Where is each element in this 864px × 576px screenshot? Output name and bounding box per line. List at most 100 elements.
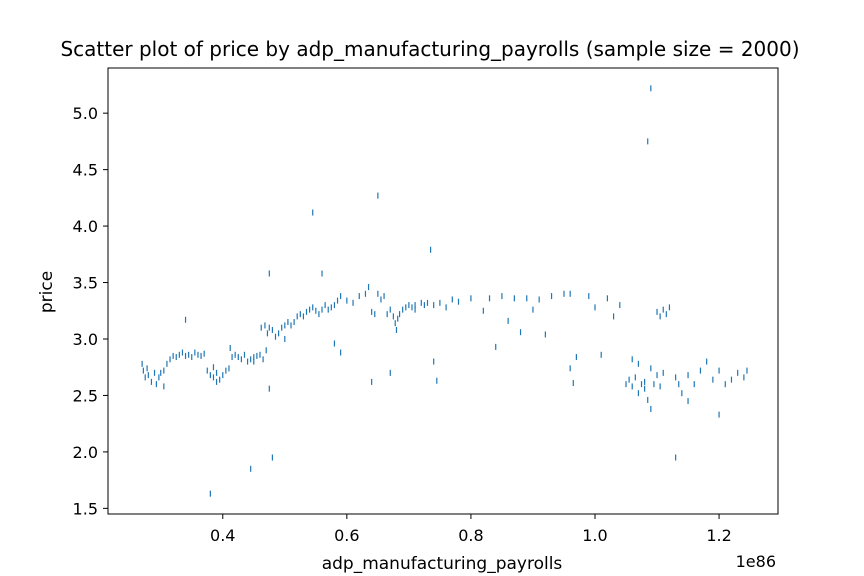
- data-point: [644, 385, 646, 392]
- data-point: [647, 396, 649, 403]
- data-point: [188, 351, 190, 358]
- data-point: [628, 376, 630, 383]
- data-point: [228, 365, 230, 372]
- x-axis-label: adp_manufacturing_payrolls: [322, 554, 563, 574]
- data-point: [215, 369, 218, 376]
- data-point: [191, 354, 193, 361]
- data-point: [271, 454, 273, 461]
- data-point: [155, 381, 157, 388]
- data-point: [147, 372, 149, 379]
- data-point: [153, 369, 156, 376]
- x-offset-text: 1e86: [736, 552, 776, 571]
- data-point: [681, 390, 683, 397]
- data-point: [377, 290, 379, 297]
- data-point: [718, 411, 720, 418]
- data-point: [662, 369, 664, 376]
- data-point: [200, 352, 202, 359]
- data-point: [305, 308, 308, 315]
- data-point: [160, 369, 162, 376]
- data-point: [237, 354, 239, 361]
- data-point: [377, 192, 379, 199]
- data-point: [451, 296, 453, 303]
- data-point: [507, 317, 509, 324]
- plot-frame: [107, 67, 779, 515]
- data-point: [650, 405, 652, 412]
- data-point: [268, 385, 270, 392]
- data-point: [371, 308, 373, 315]
- data-point: [398, 311, 401, 318]
- data-point: [253, 358, 255, 365]
- data-point: [423, 302, 425, 309]
- data-point: [675, 454, 677, 461]
- data-point: [411, 304, 413, 311]
- data-point: [433, 302, 435, 309]
- data-point: [371, 378, 373, 385]
- data-point: [330, 304, 332, 311]
- plot-area: [107, 67, 779, 515]
- data-point: [296, 313, 298, 320]
- data-points: [141, 85, 748, 497]
- data-point: [519, 329, 522, 336]
- data-point: [299, 311, 301, 318]
- data-point: [284, 322, 286, 329]
- data-point: [687, 398, 689, 405]
- data-point: [336, 297, 339, 304]
- data-point: [321, 270, 323, 277]
- data-point: [572, 380, 574, 387]
- y-tick-label: 2.5: [73, 386, 98, 405]
- data-point: [315, 307, 317, 314]
- data-point: [737, 369, 739, 376]
- data-point: [687, 372, 689, 379]
- data-point: [146, 365, 148, 372]
- data-point: [405, 304, 407, 311]
- y-tick-label: 3.0: [73, 330, 98, 349]
- data-point: [142, 367, 144, 374]
- data-point: [287, 319, 289, 326]
- data-point: [141, 360, 143, 367]
- data-point: [260, 324, 262, 331]
- data-point: [718, 367, 720, 374]
- data-point: [243, 351, 246, 358]
- x-axis: 0.4 0.6 0.8 1.0 1.2: [210, 514, 732, 545]
- data-point: [271, 326, 273, 333]
- data-point: [569, 365, 571, 372]
- data-point: [215, 378, 218, 385]
- data-point: [321, 306, 323, 313]
- data-point: [234, 351, 236, 358]
- data-point: [346, 297, 348, 304]
- data-point: [482, 307, 484, 314]
- data-point: [637, 360, 640, 367]
- data-point: [219, 376, 221, 383]
- data-point: [433, 358, 435, 365]
- data-point: [333, 340, 336, 347]
- data-point: [327, 306, 329, 313]
- data-point: [650, 85, 652, 92]
- data-point: [212, 374, 215, 381]
- data-point: [203, 350, 205, 357]
- data-point: [457, 298, 460, 305]
- data-point: [274, 333, 277, 340]
- data-point: [675, 374, 677, 381]
- data-point: [662, 306, 664, 313]
- data-point: [420, 299, 422, 306]
- data-point: [386, 311, 388, 318]
- data-point: [197, 351, 199, 358]
- data-point: [184, 352, 187, 359]
- data-point: [395, 326, 398, 333]
- data-point: [392, 313, 394, 320]
- data-point: [495, 343, 497, 350]
- data-point: [206, 367, 208, 374]
- data-point: [253, 354, 255, 361]
- data-point: [352, 299, 354, 306]
- data-point: [426, 299, 429, 306]
- data-point: [181, 349, 184, 356]
- data-point: [364, 290, 367, 297]
- data-point: [445, 304, 447, 311]
- data-point: [470, 295, 472, 302]
- data-point: [264, 322, 266, 329]
- data-point: [318, 311, 320, 318]
- data-point: [262, 356, 264, 363]
- data-point: [209, 490, 211, 497]
- data-point: [724, 381, 726, 388]
